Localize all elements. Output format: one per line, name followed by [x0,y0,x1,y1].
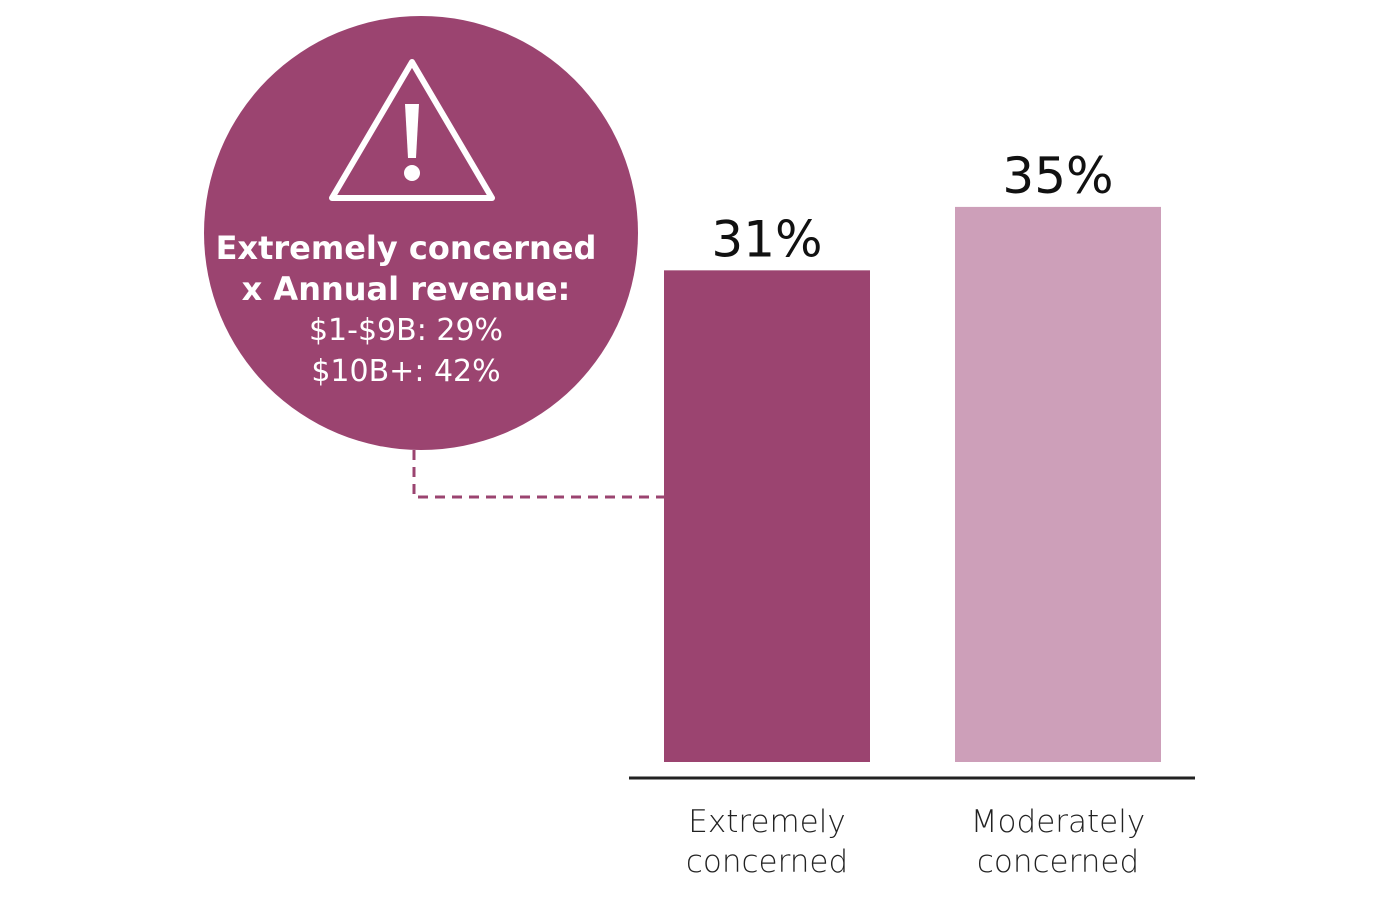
bars-layer: 31% Extremely concerned 35% Moderately concer… [664,147,1161,880]
bar-0 [664,270,870,762]
category-label-0-line-1: concerned [686,844,848,880]
callout-title: Extremely concerned x Annual revenue: [215,229,597,308]
warning-triangle-icon [329,59,495,201]
bar-1 [955,206,1161,762]
callout-text: Extremely concerned x Annual revenue: $1… [204,228,608,392]
callout-line-revenue-10b-plus: $10B+: 42% [311,354,501,389]
value-label-1: 35% [1002,147,1113,205]
value-label-0: 31% [711,210,822,268]
category-label-1-line-0: Moderately [971,804,1145,840]
category-label-1-line-1: concerned [977,844,1139,880]
callout-line-revenue-1-9b: $1-$9B: 29% [308,313,504,348]
category-label-0-line-0: Extremely [688,804,845,840]
callout-circle [204,16,638,450]
